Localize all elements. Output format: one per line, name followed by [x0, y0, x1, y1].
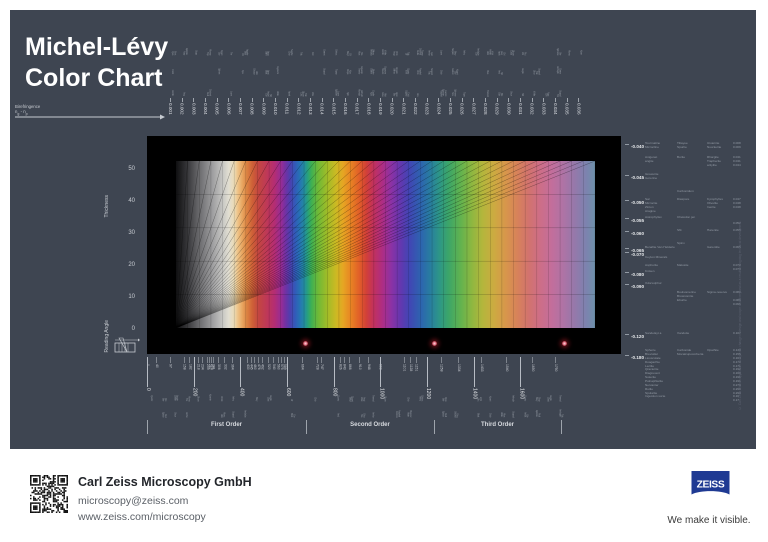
svg-text:ZEISS: ZEISS: [697, 479, 725, 490]
